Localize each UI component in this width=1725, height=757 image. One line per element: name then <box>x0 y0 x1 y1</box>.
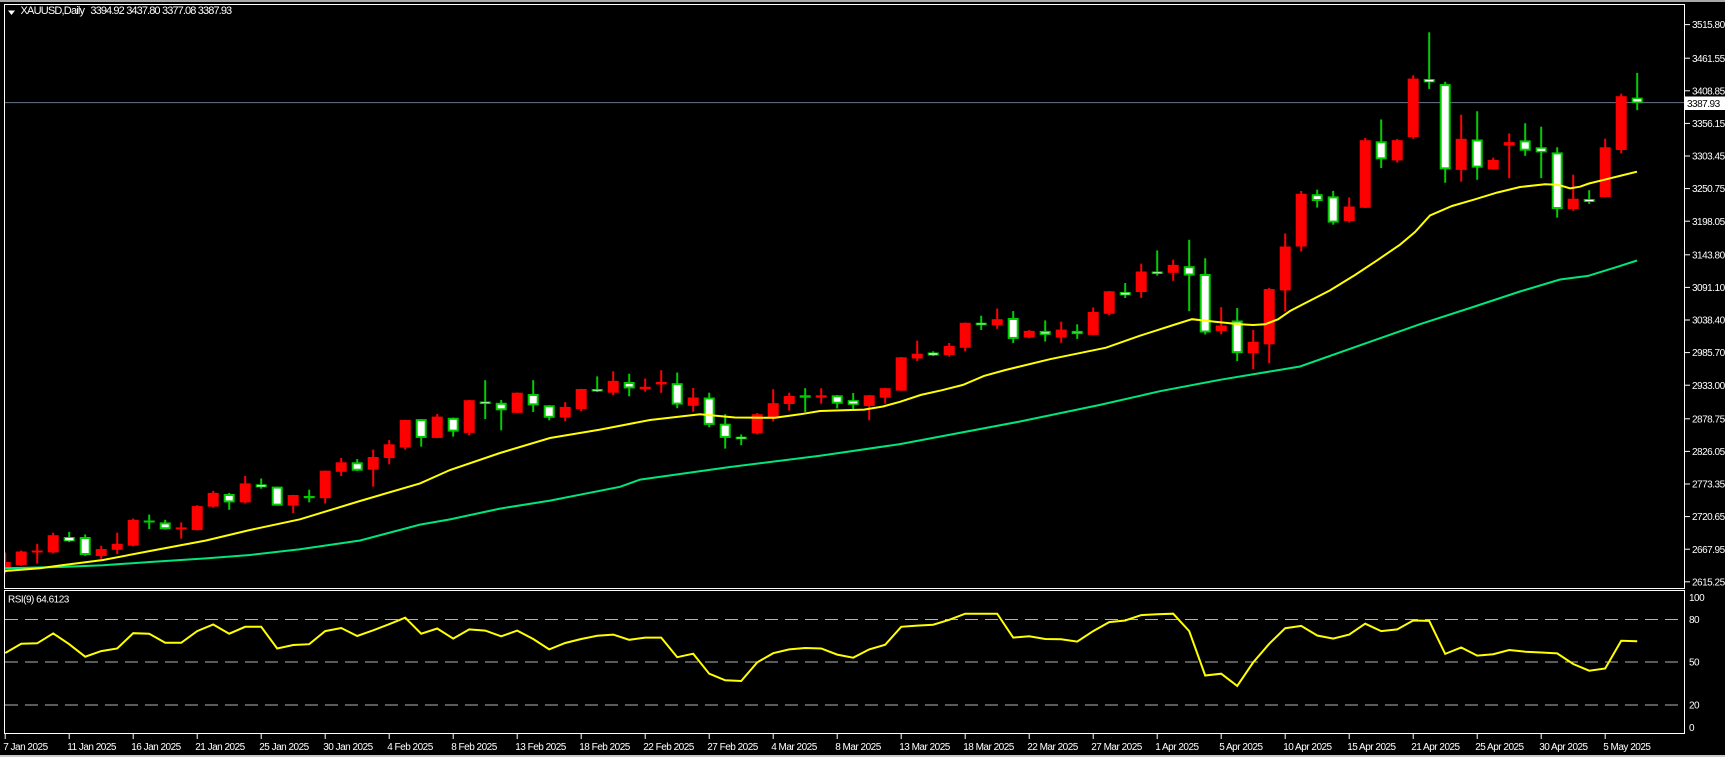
svg-text:2985.70: 2985.70 <box>1692 348 1725 359</box>
svg-text:30 Jan 2025: 30 Jan 2025 <box>323 742 373 753</box>
svg-text:80: 80 <box>1689 615 1700 626</box>
svg-text:3091.10: 3091.10 <box>1692 283 1725 294</box>
svg-text:3387.93: 3387.93 <box>1687 99 1721 110</box>
svg-text:3515.80: 3515.80 <box>1692 20 1725 31</box>
svg-text:3143.80: 3143.80 <box>1692 250 1725 261</box>
svg-text:8 Mar 2025: 8 Mar 2025 <box>835 742 882 753</box>
svg-text:5 Apr 2025: 5 Apr 2025 <box>1219 742 1263 753</box>
svg-text:27 Mar 2025: 27 Mar 2025 <box>1091 742 1143 753</box>
svg-text:50: 50 <box>1689 658 1700 669</box>
svg-text:0: 0 <box>1689 723 1695 734</box>
svg-text:4 Mar 2025: 4 Mar 2025 <box>771 742 818 753</box>
svg-text:20: 20 <box>1689 701 1700 712</box>
svg-text:21 Jan 2025: 21 Jan 2025 <box>195 742 245 753</box>
svg-text:3250.75: 3250.75 <box>1692 184 1725 195</box>
svg-text:30 Apr 2025: 30 Apr 2025 <box>1539 742 1588 753</box>
svg-text:18 Feb 2025: 18 Feb 2025 <box>579 742 631 753</box>
svg-text:25 Apr 2025: 25 Apr 2025 <box>1475 742 1524 753</box>
svg-text:2933.00: 2933.00 <box>1692 381 1725 392</box>
svg-text:3198.05: 3198.05 <box>1692 217 1725 228</box>
svg-text:15 Apr 2025: 15 Apr 2025 <box>1347 742 1396 753</box>
svg-text:8 Feb 2025: 8 Feb 2025 <box>451 742 498 753</box>
svg-text:2720.65: 2720.65 <box>1692 512 1725 523</box>
svg-text:25 Jan 2025: 25 Jan 2025 <box>259 742 309 753</box>
svg-text:3408.85: 3408.85 <box>1692 86 1725 97</box>
svg-text:3437.80: 3437.80 <box>126 5 160 17</box>
svg-text:22 Mar 2025: 22 Mar 2025 <box>1027 742 1079 753</box>
svg-text:3461.55: 3461.55 <box>1692 54 1725 65</box>
svg-text:18 Mar 2025: 18 Mar 2025 <box>963 742 1015 753</box>
svg-text:7 Jan 2025: 7 Jan 2025 <box>3 742 48 753</box>
svg-text:11 Jan 2025: 11 Jan 2025 <box>67 742 117 753</box>
svg-text:2878.75: 2878.75 <box>1692 414 1725 425</box>
svg-text:2773.35: 2773.35 <box>1692 480 1725 491</box>
svg-text:10 Apr 2025: 10 Apr 2025 <box>1283 742 1332 753</box>
svg-text:3038.40: 3038.40 <box>1692 316 1725 327</box>
svg-text:3377.08: 3377.08 <box>162 5 196 17</box>
svg-text:1 Apr 2025: 1 Apr 2025 <box>1155 742 1199 753</box>
svg-text:2667.95: 2667.95 <box>1692 545 1725 556</box>
svg-text:2826.05: 2826.05 <box>1692 447 1725 458</box>
svg-text:RSI(9) 64.6123: RSI(9) 64.6123 <box>8 595 70 606</box>
svg-text:4 Feb 2025: 4 Feb 2025 <box>387 742 434 753</box>
svg-text:3303.45: 3303.45 <box>1692 152 1725 163</box>
svg-text:22 Feb 2025: 22 Feb 2025 <box>643 742 695 753</box>
svg-text:XAUUSD,Daily: XAUUSD,Daily <box>21 5 86 17</box>
svg-text:21 Apr 2025: 21 Apr 2025 <box>1411 742 1460 753</box>
svg-text:5 May 2025: 5 May 2025 <box>1603 742 1651 753</box>
svg-text:13 Feb 2025: 13 Feb 2025 <box>515 742 567 753</box>
svg-text:2615.25: 2615.25 <box>1692 577 1725 588</box>
svg-text:3387.93: 3387.93 <box>198 5 232 17</box>
svg-text:16 Jan 2025: 16 Jan 2025 <box>131 742 181 753</box>
svg-text:13 Mar 2025: 13 Mar 2025 <box>899 742 951 753</box>
svg-text:3356.15: 3356.15 <box>1692 119 1725 130</box>
svg-text:3394.92: 3394.92 <box>90 5 124 17</box>
svg-text:100: 100 <box>1689 593 1705 604</box>
svg-text:27 Feb 2025: 27 Feb 2025 <box>707 742 759 753</box>
